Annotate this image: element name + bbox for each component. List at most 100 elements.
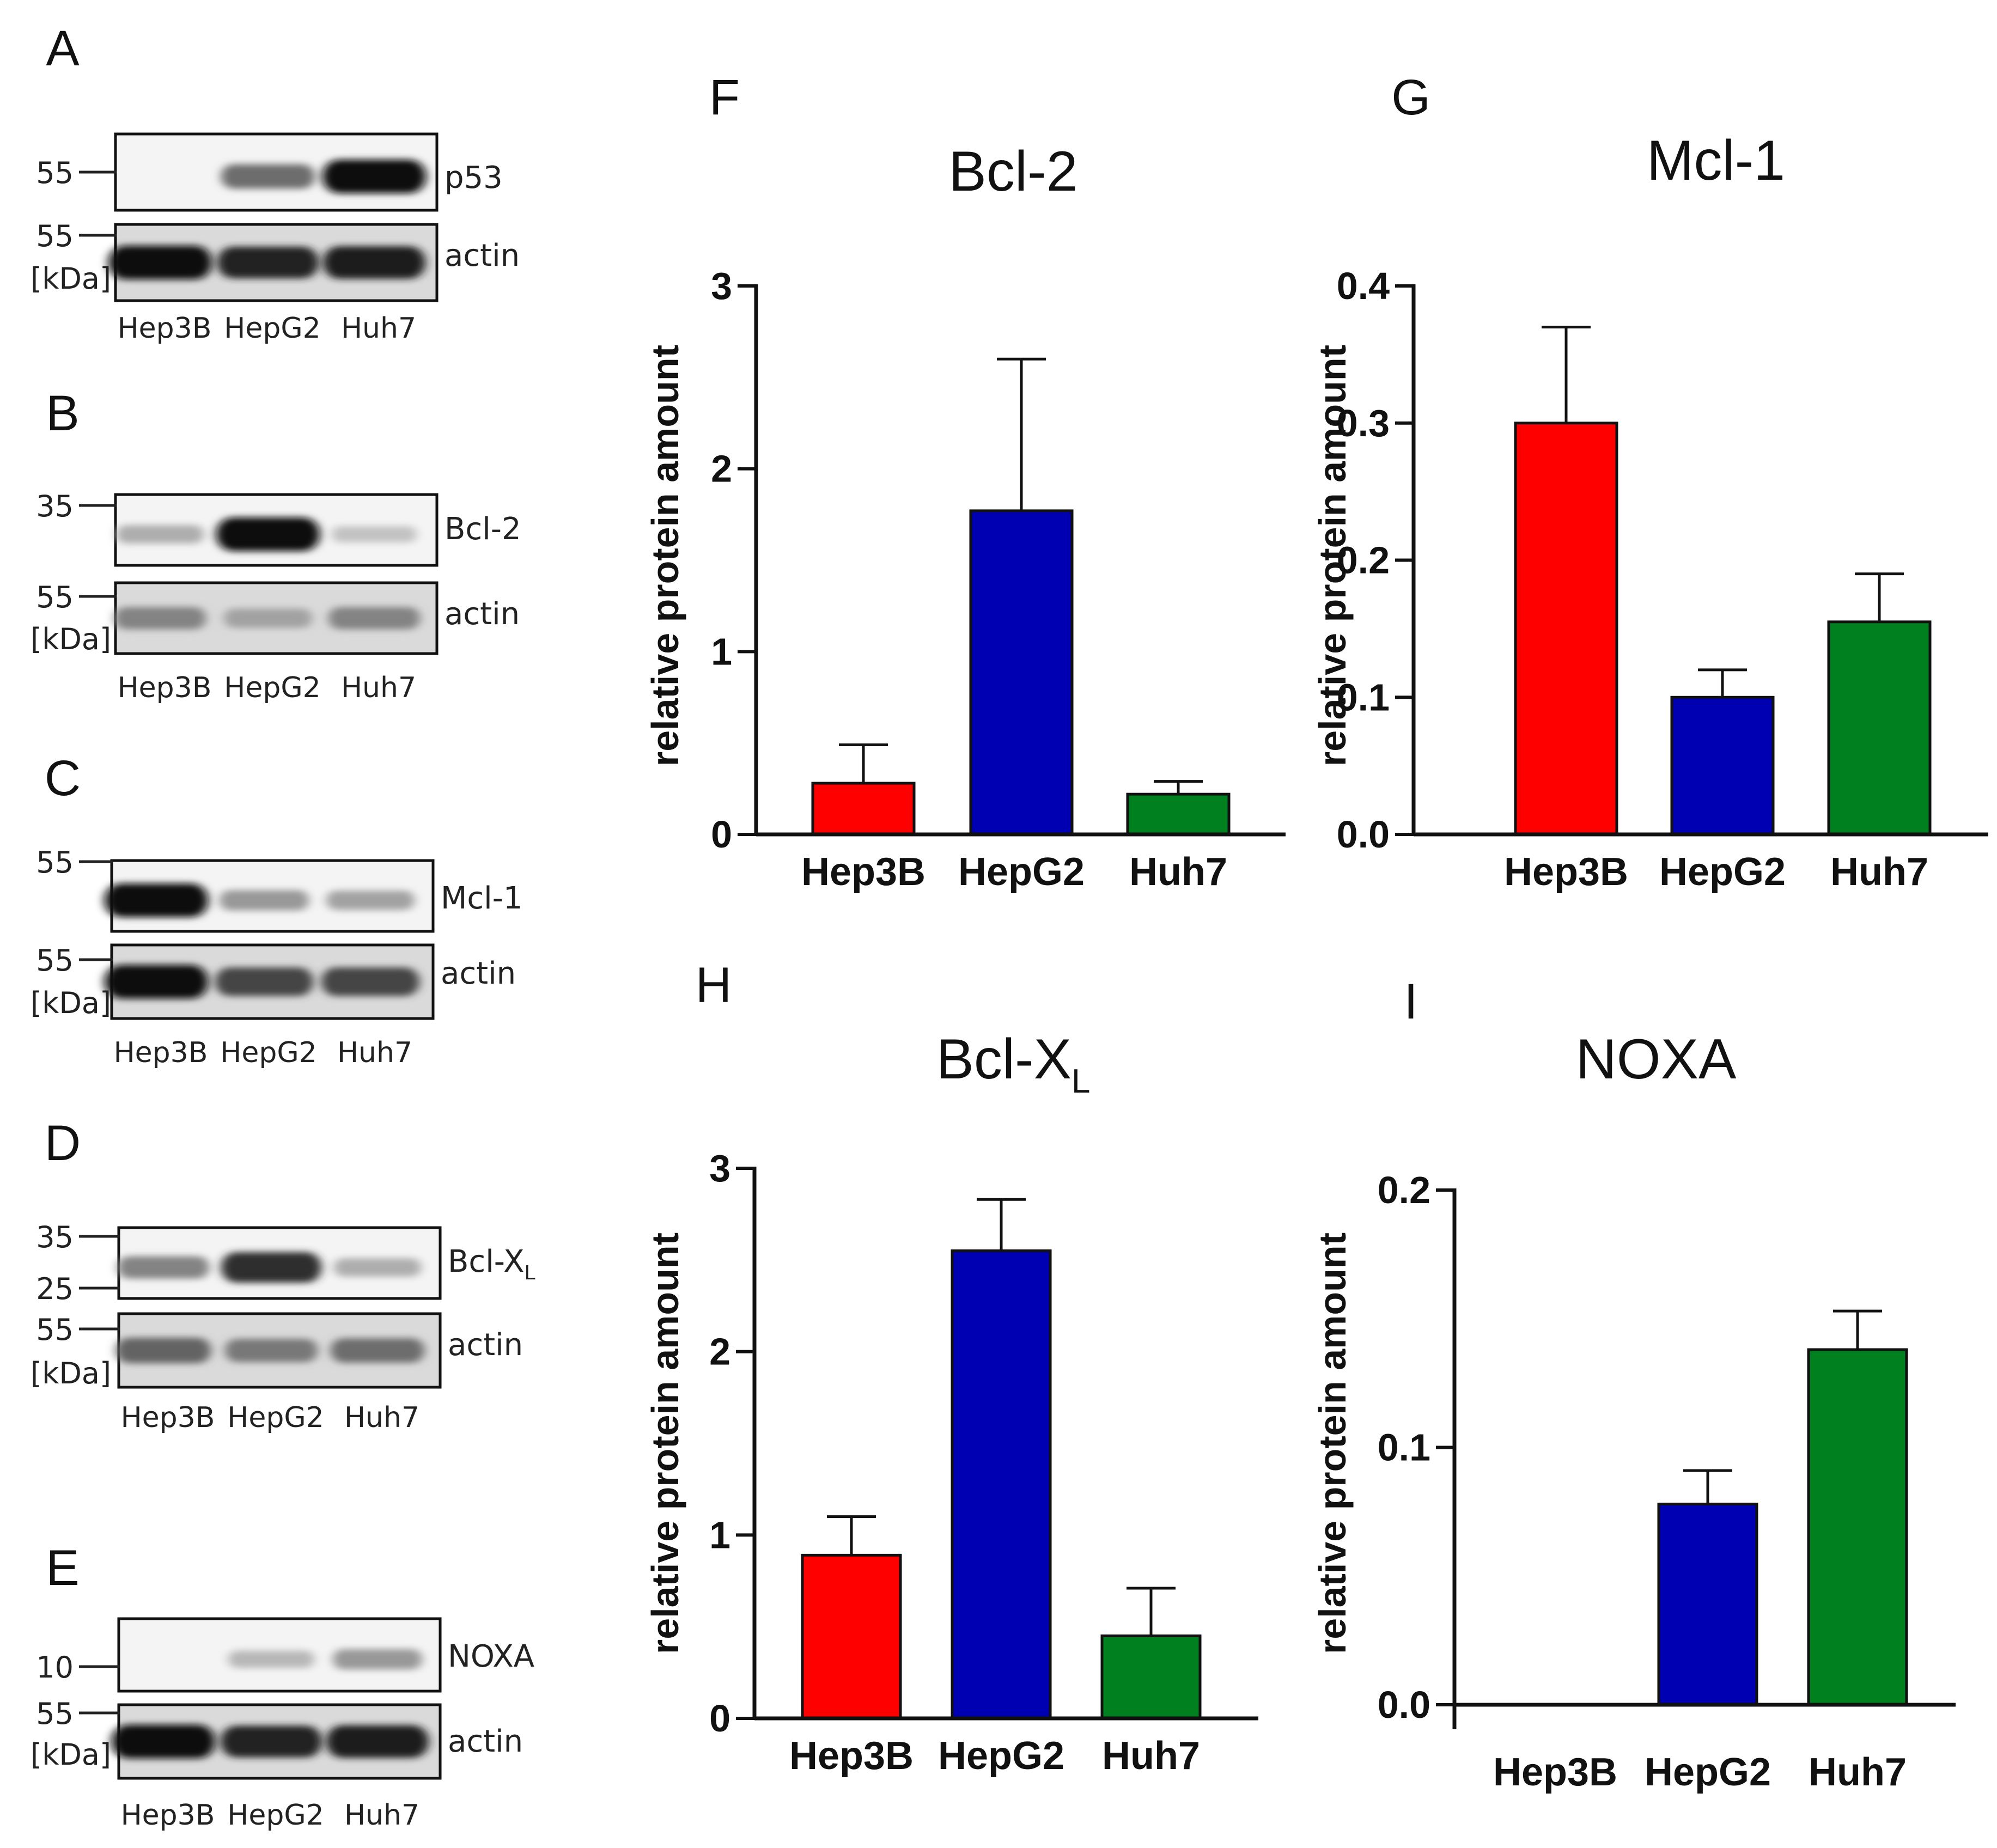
panel-letter: D xyxy=(45,1115,81,1171)
bar-huh7 xyxy=(1807,1348,1908,1706)
band-actin-hepg2 xyxy=(224,608,312,628)
lane-label-huh7: Huh7 xyxy=(344,1799,419,1832)
lane-label-hepg2: HepG2 xyxy=(224,312,320,345)
band-actin-hep3b xyxy=(105,965,208,999)
bar-huh7 xyxy=(1126,792,1231,836)
lane-label-hep3b: Hep3B xyxy=(118,672,212,704)
band-target-hep3b xyxy=(118,1256,209,1279)
bar-hep3b xyxy=(811,782,916,836)
target-protein-label: p53 xyxy=(445,160,503,196)
kda-unit-label: [kDa] xyxy=(31,1737,111,1772)
target-protein-name: Bcl-X xyxy=(448,1244,525,1279)
y-tick-label: 0.3 xyxy=(1337,402,1390,444)
band-target-huh7 xyxy=(333,1649,422,1670)
band-target-hepg2 xyxy=(221,1252,321,1283)
band-actin-hepg2 xyxy=(215,967,313,996)
target-protein-label: NOXA xyxy=(448,1639,534,1674)
y-tick-label: 0.0 xyxy=(1337,813,1390,856)
mw-marker-label: 55 xyxy=(36,845,74,880)
mw-marker-label: 55 xyxy=(36,1313,74,1347)
lane-label-huh7: Huh7 xyxy=(344,1401,419,1434)
mw-marker-label: 25 xyxy=(36,1272,74,1306)
chart-title: Mcl-1 xyxy=(1647,129,1785,192)
x-tick-label-hepg2: HepG2 xyxy=(938,1734,1064,1778)
y-tick-label: 2 xyxy=(709,1331,730,1373)
y-axis-label: relative protein amount xyxy=(644,1233,686,1654)
band-target-huh7 xyxy=(334,1258,421,1277)
kda-unit-label: [kDa] xyxy=(31,261,111,296)
blot-panel-e: E 10 55 [kDa] NOXA actin Hep3B HepG2 Huh7 xyxy=(31,1540,534,1832)
x-tick-label-huh7: Huh7 xyxy=(1102,1734,1200,1778)
mw-marker-label: 35 xyxy=(36,489,74,523)
panel-letter: A xyxy=(46,21,80,76)
actin-label: actin xyxy=(448,1724,523,1759)
mw-marker-label: 55 xyxy=(36,219,74,253)
chart-panel-i: I NOXA relative protein amount Hep3B HepG2 Hu… xyxy=(1311,974,1956,1794)
target-protein-label: Bcl-2 xyxy=(445,511,521,547)
chart-title-text: Mcl-1 xyxy=(1647,129,1785,192)
y-axis-label: relative protein amount xyxy=(644,345,686,766)
band-actin-hepg2 xyxy=(217,246,319,279)
panel-letter: I xyxy=(1404,974,1418,1029)
target-protein-subscript: L xyxy=(525,1262,535,1284)
band-actin-hep3b xyxy=(116,1338,211,1363)
bar-hep3b xyxy=(801,1553,902,1720)
chart-panel-f: F Bcl-2 relative protein amount Hep3B HepG2 H… xyxy=(644,70,1286,894)
lane-label-hep3b: Hep3B xyxy=(121,1799,215,1832)
bar-hepg2 xyxy=(969,509,1074,836)
blot-panel-c: C 55 55 [kDa] Mcl-1 actin Hep3B HepG2 Huh7 xyxy=(31,751,523,1069)
panel-letter: F xyxy=(709,70,740,125)
x-tick-label-hepg2: HepG2 xyxy=(1659,850,1786,894)
bar-huh7 xyxy=(1100,1634,1202,1720)
chart-title-text: Bcl-X xyxy=(936,1028,1071,1091)
target-protein-label: Mcl-1 xyxy=(441,881,523,916)
y-tick-label: 0.2 xyxy=(1378,1169,1430,1211)
band-actin-huh7 xyxy=(326,1725,429,1758)
y-tick-label: 0.1 xyxy=(1378,1426,1430,1469)
mw-marker-label: 10 xyxy=(36,1650,74,1685)
chart-title: Bcl-2 xyxy=(949,140,1078,203)
band-actin-hep3b xyxy=(108,246,212,279)
band-actin-huh7 xyxy=(323,246,425,279)
x-tick-label-hep3b: Hep3B xyxy=(1493,1751,1617,1794)
chart-title-text: Bcl-2 xyxy=(949,140,1078,203)
y-tick-label: 3 xyxy=(711,265,732,307)
y-tick-label: 0.1 xyxy=(1337,676,1390,718)
band-actin-hepg2 xyxy=(221,1725,322,1758)
mw-marker-label: 55 xyxy=(36,580,74,614)
band-target-hepg2 xyxy=(216,517,320,551)
target-protein-name: p53 xyxy=(445,160,503,196)
bar-charts: F Bcl-2 relative protein amount Hep3B HepG2 H… xyxy=(644,70,1988,1794)
band-actin-hep3b xyxy=(112,1724,215,1759)
band-actin-huh7 xyxy=(321,967,419,996)
lane-label-hep3b: Hep3B xyxy=(118,312,212,345)
kda-unit-label: [kDa] xyxy=(31,622,111,656)
lane-label-hepg2: HepG2 xyxy=(224,672,320,704)
panel-letter: G xyxy=(1391,70,1430,125)
bar-hepg2 xyxy=(1670,696,1775,836)
blot-panel-b: B 35 55 [kDa] Bcl-2 actin Hep3B HepG2 Huh7 xyxy=(31,386,521,704)
y-tick-label: 0 xyxy=(709,1697,730,1740)
mw-marker-label: 35 xyxy=(36,1220,74,1254)
x-tick-label-hepg2: HepG2 xyxy=(1645,1751,1771,1794)
chart-title: Bcl-XL xyxy=(936,1028,1091,1100)
actin-label: actin xyxy=(441,956,516,991)
band-target-huh7 xyxy=(332,526,417,542)
bar-huh7 xyxy=(1827,620,1932,836)
actin-label: actin xyxy=(445,596,520,632)
band-target-huh7 xyxy=(326,891,415,910)
kda-unit-label: [kDa] xyxy=(31,986,111,1020)
band-actin-huh7 xyxy=(328,607,420,630)
band-target-hepg2 xyxy=(221,164,315,189)
band-target-hep3b xyxy=(117,525,204,544)
western-blots: A 55 55 [kDa] p53 actin Hep3B HepG2 Huh7 B 35 55 [kD… xyxy=(31,21,535,1832)
lane-label-hepg2: HepG2 xyxy=(220,1036,316,1069)
y-tick-label: 3 xyxy=(709,1147,730,1190)
y-tick-label: 1 xyxy=(709,1514,730,1556)
x-tick-label-huh7: Huh7 xyxy=(1809,1751,1907,1794)
target-protein-label: Bcl-XL xyxy=(448,1244,535,1284)
panel-letter: C xyxy=(45,751,81,806)
